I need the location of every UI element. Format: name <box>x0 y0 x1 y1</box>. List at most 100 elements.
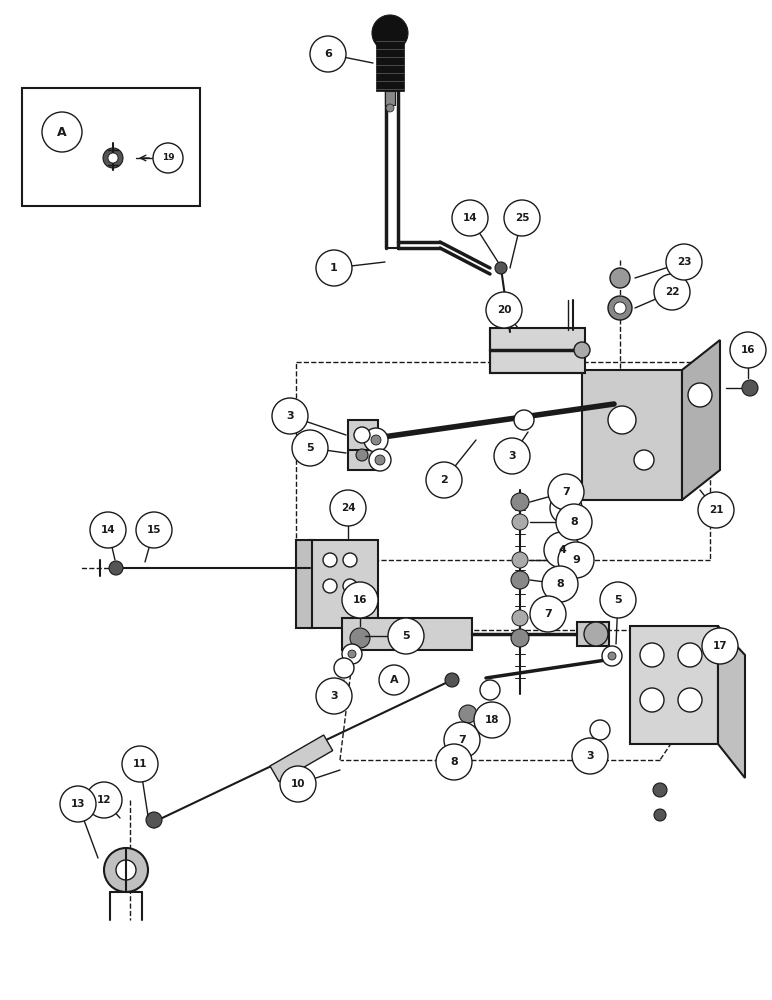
Circle shape <box>512 610 528 626</box>
Circle shape <box>494 438 530 474</box>
Polygon shape <box>718 626 745 778</box>
Circle shape <box>60 786 96 822</box>
Circle shape <box>444 722 480 758</box>
Polygon shape <box>682 340 720 500</box>
Circle shape <box>610 268 630 288</box>
Text: A: A <box>390 675 398 685</box>
Circle shape <box>104 848 148 892</box>
Circle shape <box>678 688 702 712</box>
Circle shape <box>702 628 738 664</box>
Text: 8: 8 <box>450 757 458 767</box>
Circle shape <box>342 644 362 664</box>
Bar <box>342 618 472 650</box>
Bar <box>385 91 395 105</box>
Text: 5: 5 <box>306 443 313 453</box>
Text: A: A <box>57 125 67 138</box>
Text: 14: 14 <box>100 525 115 535</box>
Text: 14: 14 <box>462 213 477 223</box>
Text: 16: 16 <box>353 595 367 605</box>
Text: 2: 2 <box>440 475 448 485</box>
Bar <box>22 88 200 206</box>
Text: 11: 11 <box>133 759 147 769</box>
Circle shape <box>42 112 82 152</box>
Circle shape <box>348 650 356 658</box>
Circle shape <box>495 262 507 274</box>
Bar <box>630 626 718 744</box>
Circle shape <box>369 449 391 471</box>
Circle shape <box>608 296 632 320</box>
Circle shape <box>350 628 370 648</box>
Circle shape <box>640 688 664 712</box>
Circle shape <box>512 552 528 568</box>
Text: 3: 3 <box>286 411 294 421</box>
Circle shape <box>480 680 500 700</box>
Circle shape <box>153 143 183 173</box>
Circle shape <box>558 542 594 578</box>
Circle shape <box>678 643 702 667</box>
Circle shape <box>375 455 385 465</box>
Text: 1: 1 <box>330 263 338 273</box>
Circle shape <box>292 430 328 466</box>
Circle shape <box>108 153 118 163</box>
Text: 18: 18 <box>485 715 499 725</box>
Circle shape <box>560 502 572 514</box>
Circle shape <box>103 148 123 168</box>
Circle shape <box>584 622 608 646</box>
Circle shape <box>122 746 158 782</box>
Text: 23: 23 <box>677 257 691 267</box>
Circle shape <box>514 410 534 430</box>
Circle shape <box>511 629 529 647</box>
Circle shape <box>544 532 580 568</box>
Circle shape <box>542 566 578 602</box>
Circle shape <box>742 380 758 396</box>
Bar <box>577 622 609 646</box>
Circle shape <box>280 766 316 802</box>
Circle shape <box>653 783 667 797</box>
Circle shape <box>608 652 616 660</box>
Circle shape <box>330 490 366 526</box>
Circle shape <box>666 244 702 280</box>
Circle shape <box>654 274 690 310</box>
Circle shape <box>634 450 654 470</box>
Circle shape <box>511 493 529 511</box>
Circle shape <box>504 200 540 236</box>
Circle shape <box>386 104 394 112</box>
Text: 3: 3 <box>586 751 594 761</box>
Circle shape <box>451 729 469 747</box>
Circle shape <box>445 673 459 687</box>
Text: 5: 5 <box>402 631 410 641</box>
Circle shape <box>486 292 522 328</box>
Text: 3: 3 <box>508 451 516 461</box>
Bar <box>348 420 378 470</box>
Circle shape <box>116 860 136 880</box>
Circle shape <box>688 383 712 407</box>
Text: 10: 10 <box>291 779 305 789</box>
Circle shape <box>590 720 610 740</box>
Text: 20: 20 <box>496 305 511 315</box>
Text: 7: 7 <box>458 735 466 745</box>
Text: 6: 6 <box>324 49 332 59</box>
Circle shape <box>388 618 424 654</box>
Circle shape <box>608 406 636 434</box>
Text: 8: 8 <box>556 579 564 589</box>
Circle shape <box>452 200 488 236</box>
Circle shape <box>364 428 388 452</box>
Text: 15: 15 <box>147 525 161 535</box>
Circle shape <box>511 571 529 589</box>
Bar <box>582 370 682 500</box>
Circle shape <box>136 512 172 548</box>
Circle shape <box>146 812 162 828</box>
Circle shape <box>512 514 528 530</box>
Text: 13: 13 <box>71 799 85 809</box>
Circle shape <box>371 435 381 445</box>
Circle shape <box>316 250 352 286</box>
Circle shape <box>574 342 590 358</box>
Circle shape <box>323 553 337 567</box>
Circle shape <box>356 449 368 461</box>
Circle shape <box>86 782 122 818</box>
Bar <box>270 735 333 782</box>
Text: 7: 7 <box>544 609 552 619</box>
Circle shape <box>698 492 734 528</box>
Text: 12: 12 <box>96 795 111 805</box>
Circle shape <box>600 582 636 618</box>
